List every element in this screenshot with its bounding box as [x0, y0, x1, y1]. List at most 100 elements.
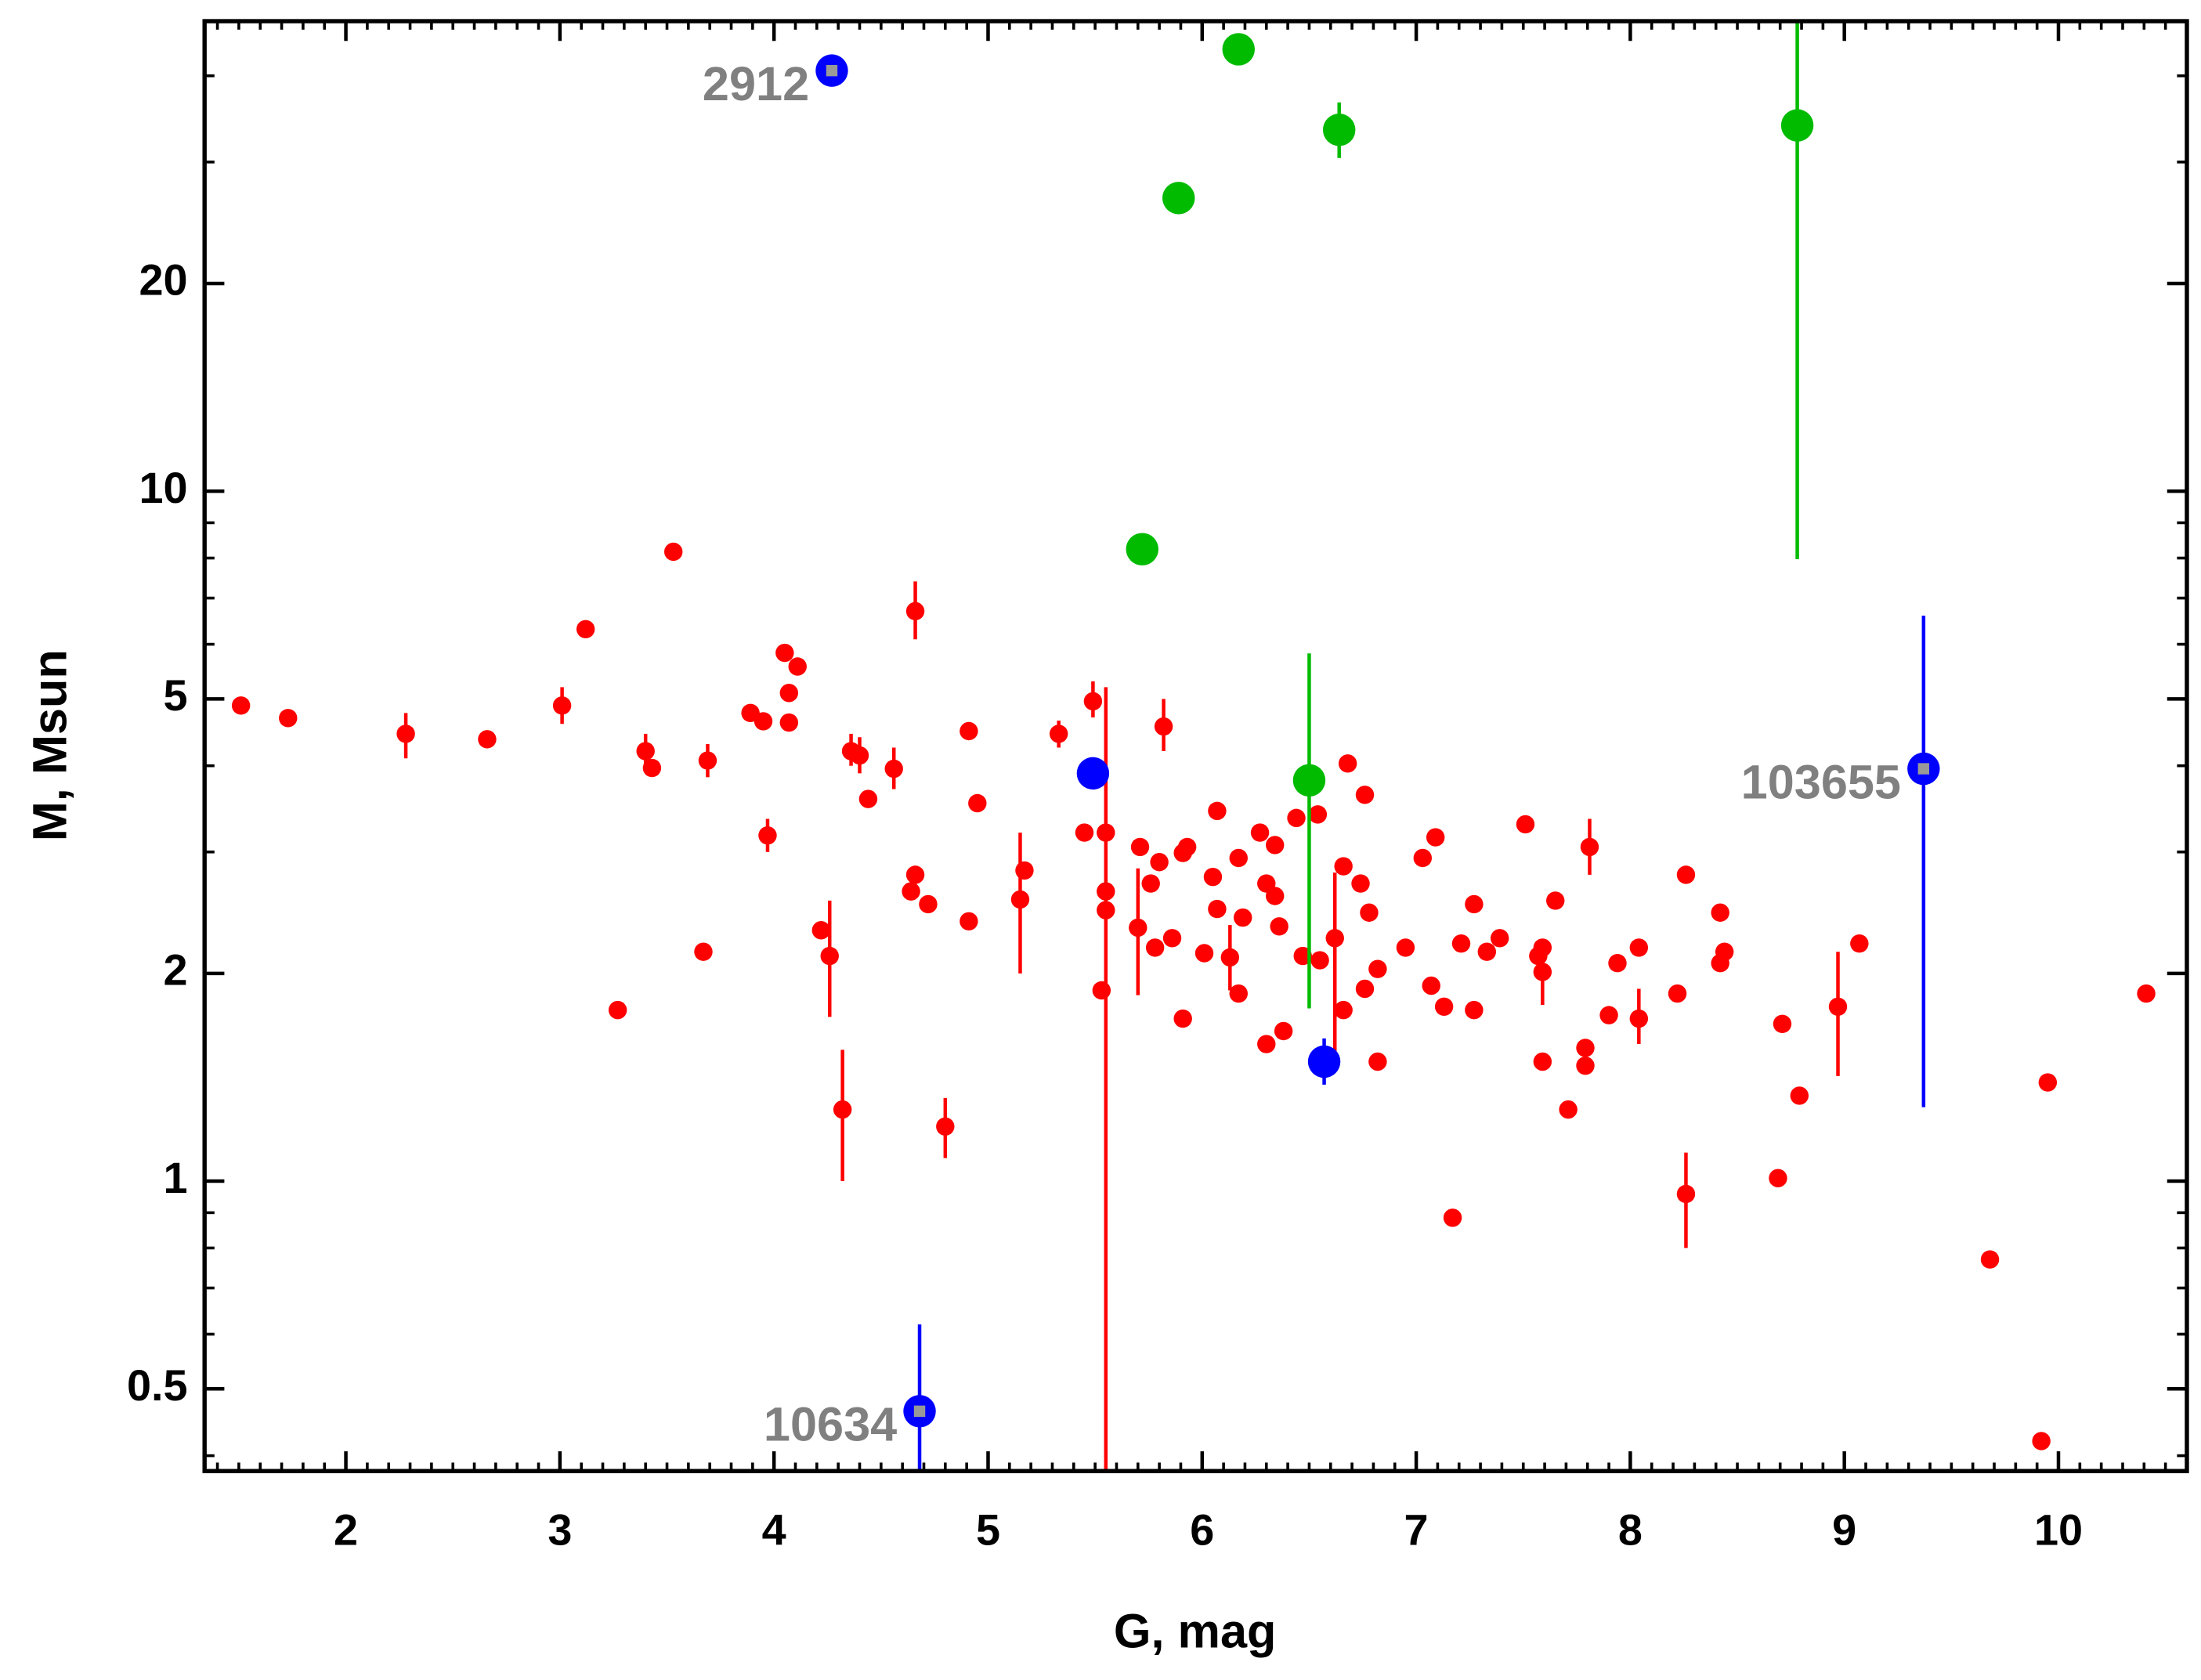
point: [1222, 33, 1255, 66]
x-tick-label: 6: [1190, 1505, 1214, 1554]
y-tick-label: 5: [164, 670, 188, 720]
point: [1338, 754, 1357, 773]
point: [1266, 836, 1285, 854]
point: [1434, 997, 1454, 1017]
point: [1234, 908, 1252, 927]
point: [1368, 1052, 1387, 1071]
point: [1075, 823, 1094, 842]
x-tick-label: 9: [1832, 1505, 1856, 1554]
point: [902, 882, 920, 901]
point: [1177, 837, 1197, 857]
point: [1049, 724, 1068, 743]
point: [1629, 938, 1649, 957]
point: [1368, 959, 1387, 978]
point: [1715, 942, 1734, 961]
point: [478, 730, 497, 749]
point: [1608, 953, 1627, 973]
x-tick-label: 5: [976, 1505, 1000, 1554]
point: [1676, 865, 1696, 884]
point: [1097, 882, 1115, 901]
point-label: 2912: [703, 57, 809, 110]
point: [1711, 903, 1729, 922]
point: [642, 758, 662, 778]
point: [1490, 929, 1509, 948]
point: [811, 921, 831, 940]
point: [1229, 984, 1248, 1003]
point: [833, 1100, 852, 1119]
point: [1533, 938, 1552, 957]
point: [1154, 717, 1173, 736]
point-center: [913, 1405, 926, 1418]
point: [1773, 1014, 1792, 1034]
point: [820, 946, 839, 966]
point: [1668, 984, 1687, 1003]
point: [1451, 934, 1471, 953]
point: [396, 724, 415, 743]
point: [968, 793, 987, 813]
point: [960, 721, 978, 741]
point: [775, 643, 794, 663]
point: [1533, 963, 1552, 981]
point: [1533, 1052, 1552, 1071]
point: [1292, 764, 1326, 797]
point: [1150, 853, 1169, 872]
point: [1422, 976, 1440, 995]
point: [1083, 692, 1103, 711]
point: [1173, 1009, 1192, 1028]
point: [608, 1000, 627, 1020]
point: [1307, 1045, 1341, 1078]
point: [694, 942, 713, 961]
point: [1559, 1100, 1578, 1119]
point: [1129, 918, 1147, 938]
point: [1790, 1086, 1809, 1105]
point: [2137, 984, 2156, 1003]
point: [231, 696, 251, 715]
point: [1334, 1000, 1353, 1020]
point: [1351, 874, 1370, 893]
point: [1162, 182, 1195, 215]
point: [1325, 929, 1344, 948]
point-label: 103655: [1741, 755, 1901, 808]
point-center: [1917, 763, 1930, 775]
point: [1310, 951, 1329, 970]
y-tick-label: 20: [139, 255, 187, 305]
plot-frame: [202, 19, 2189, 1473]
point: [1360, 903, 1379, 922]
point: [1676, 1184, 1696, 1204]
point: [1465, 894, 1484, 914]
point: [779, 713, 799, 732]
point-center: [826, 64, 838, 77]
point: [1850, 934, 1869, 953]
point: [1516, 815, 1535, 834]
point: [1097, 901, 1115, 919]
point: [1274, 1021, 1293, 1041]
point: [905, 865, 925, 884]
point: [1780, 109, 1814, 142]
point: [1576, 1056, 1595, 1075]
point: [1092, 981, 1111, 1000]
point: [1769, 1169, 1787, 1187]
point: [1208, 899, 1227, 919]
point: [1828, 997, 1848, 1017]
point: [1980, 1250, 2000, 1269]
point: [1576, 1039, 1595, 1057]
y-axis-label: M, Msun: [23, 649, 77, 841]
point: [1145, 938, 1165, 957]
point: [1208, 801, 1227, 821]
point: [1194, 944, 1214, 963]
point: [1229, 848, 1248, 868]
point: [1266, 887, 1285, 905]
point: [884, 759, 903, 779]
x-tick-label: 8: [1618, 1505, 1643, 1554]
point: [1015, 861, 1034, 880]
y-tick-label: 0.5: [127, 1360, 188, 1410]
point: [1396, 938, 1415, 957]
point: [1322, 114, 1356, 146]
point: [279, 709, 298, 728]
point: [1270, 917, 1288, 936]
x-tick-label: 3: [548, 1505, 572, 1554]
point: [1141, 874, 1160, 893]
point: [905, 602, 925, 621]
x-tick-label: 4: [762, 1505, 786, 1554]
